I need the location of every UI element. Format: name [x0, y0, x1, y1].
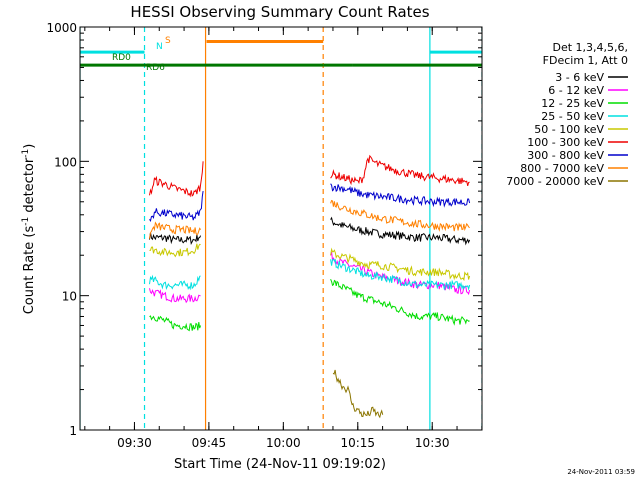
x-tick-label-2: 10:00 — [266, 436, 301, 450]
legend-label-1: 6 - 12 keV — [548, 84, 604, 97]
series-line-2-0 — [149, 315, 202, 332]
series-line-3-1 — [330, 258, 471, 291]
series-line-4-1 — [330, 247, 471, 282]
series-line-0-0 — [149, 232, 202, 246]
legend-label-4: 50 - 100 keV — [534, 123, 604, 136]
x-axis-label: Start Time (24-Nov-11 09:19:02) — [174, 457, 386, 472]
series-line-5-0 — [149, 161, 204, 198]
legend-header-1: Det 1,3,4,5,6, — [552, 41, 628, 54]
legend-header-2: FDecim 1, Att 0 — [543, 54, 628, 67]
series-line-8-0 — [332, 369, 384, 419]
plot-area: RD0 RD6 NS — [80, 27, 482, 430]
y-tick-label-0: 1 — [69, 424, 77, 438]
series-line-3-0 — [149, 274, 201, 291]
series-line-4-0 — [149, 243, 201, 258]
axes: 09:30 09:45 10:00 10:15 10:30 1 10 100 1000 — [46, 21, 483, 450]
state-label-n: N — [156, 42, 163, 52]
series-line-0-1 — [330, 216, 471, 246]
chart-title: HESSI Observing Summary Count Rates — [130, 3, 429, 21]
series-line-7-0 — [149, 221, 202, 239]
x-tick-label-0: 09:30 — [117, 436, 152, 450]
legend-label-6: 300 - 800 keV — [527, 149, 604, 162]
x-tick-label-1: 09:45 — [192, 436, 227, 450]
legend-label-3: 25 - 50 keV — [541, 110, 604, 123]
legend-label-8: 7000 - 20000 keV — [506, 175, 604, 188]
legend: Det 1,3,4,5,6, FDecim 1, Att 0 3 - 6 keV… — [506, 41, 628, 188]
series-line-7-1 — [330, 199, 470, 232]
series-line-1-0 — [149, 288, 201, 304]
series-line-5-1 — [330, 154, 470, 187]
y-tick-label-3: 1000 — [46, 21, 77, 35]
series-line-6-0 — [149, 191, 204, 223]
x-tick-label-4: 10:30 — [415, 436, 450, 450]
legend-label-5: 100 - 300 keV — [527, 136, 604, 149]
legend-label-0: 3 - 6 keV — [555, 71, 604, 84]
y-tick-label-2: 100 — [54, 155, 77, 169]
state-label-s: S — [165, 36, 171, 46]
legend-label-2: 12 - 25 keV — [541, 97, 604, 110]
state-label-rd0: RD0 — [112, 53, 131, 63]
plot-frame — [79, 26, 483, 431]
x-tick-label-3: 10:15 — [340, 436, 375, 450]
series-line-2-1 — [330, 279, 470, 326]
state-label-rd6: RD6 — [146, 63, 165, 73]
y-axis-label: Count Rate (s-1 detector-1) — [21, 144, 37, 315]
series-line-6-1 — [330, 183, 471, 208]
y-tick-label-1: 10 — [62, 290, 77, 304]
footer-date: 24-Nov-2011 03:59 — [567, 468, 635, 476]
legend-label-7: 800 - 7000 keV — [520, 162, 604, 175]
